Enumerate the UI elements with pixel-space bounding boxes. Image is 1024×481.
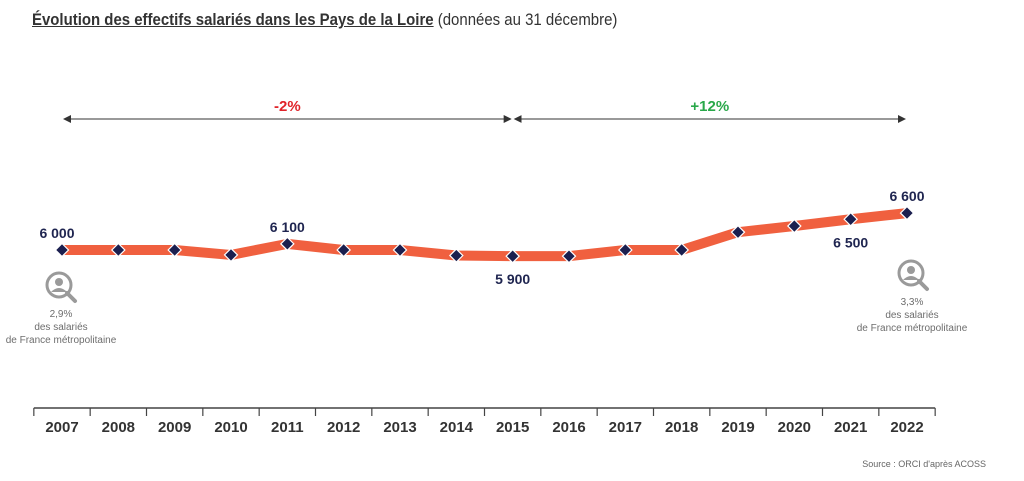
x-tick-label-2018: 2018 [665, 419, 698, 436]
x-tick-label-2012: 2012 [327, 419, 360, 436]
x-tick-label-2010: 2010 [214, 419, 247, 436]
x-tick-label-2021: 2021 [834, 419, 867, 436]
data-point-2022 [899, 205, 915, 221]
data-point-2011 [279, 236, 295, 252]
x-tick-label-2007: 2007 [45, 419, 78, 436]
series-line [62, 208, 908, 262]
x-tick-label-2022: 2022 [890, 419, 923, 436]
x-tick-label-2016: 2016 [552, 419, 585, 436]
data-point-2021 [843, 211, 859, 227]
x-tick-label-2014: 2014 [440, 419, 474, 436]
annotation-label-1: +12% [690, 98, 729, 115]
x-tick-label-2009: 2009 [158, 419, 191, 436]
note-right-pct: 3,3% [900, 297, 924, 308]
note-right-line1: des salariés [885, 310, 939, 321]
data-label-2007: 6 000 [39, 225, 74, 241]
chart-title: Évolution des effectifs salariés dans le… [32, 10, 617, 30]
data-point-2017 [617, 242, 633, 258]
data-point-2012 [336, 242, 352, 258]
data-point-2013 [392, 242, 408, 258]
data-point-2015 [505, 248, 521, 264]
data-point-2019 [730, 224, 746, 240]
x-tick-label-2008: 2008 [102, 419, 135, 436]
magnifier-person-icon [44, 270, 78, 304]
data-point-2007 [54, 242, 70, 258]
data-label-2021: 6 500 [833, 234, 868, 250]
data-point-2009 [167, 242, 183, 258]
data-point-2008 [110, 242, 126, 258]
x-tick-label-2020: 2020 [778, 419, 811, 436]
note-left-line1: des salariés [34, 322, 88, 333]
note-left-line2: de France métropolitaine [5, 335, 117, 346]
x-tick-label-2017: 2017 [609, 419, 642, 436]
chart-title-main: Évolution des effectifs salariés dans le… [32, 10, 434, 29]
x-tick-label-2015: 2015 [496, 419, 529, 436]
data-point-2020 [786, 218, 802, 234]
data-label-2015: 5 900 [495, 271, 530, 287]
note-left-pct: 2,9% [49, 309, 73, 320]
source-note: Source : ORCI d'après ACOSS [862, 459, 986, 469]
note-right: 3,3% des salariés de France métropolitai… [822, 296, 1002, 335]
data-label-2022: 6 600 [889, 188, 924, 204]
data-point-2018 [674, 242, 690, 258]
data-point-2016 [561, 248, 577, 264]
x-tick-label-2013: 2013 [383, 419, 416, 436]
x-tick-label-2011: 2011 [271, 419, 304, 436]
data-label-2011: 6 100 [270, 219, 305, 235]
chart-title-sub: (données au 31 décembre) [433, 10, 618, 29]
note-left: 2,9% des salariés de France métropolitai… [0, 308, 151, 347]
note-right-line2: de France métropolitaine [856, 323, 968, 334]
annotation-label-0: -2% [274, 98, 301, 115]
magnifier-person-icon [896, 258, 930, 292]
data-point-2010 [223, 247, 239, 263]
data-point-2014 [448, 248, 464, 263]
x-tick-label-2019: 2019 [721, 419, 754, 436]
